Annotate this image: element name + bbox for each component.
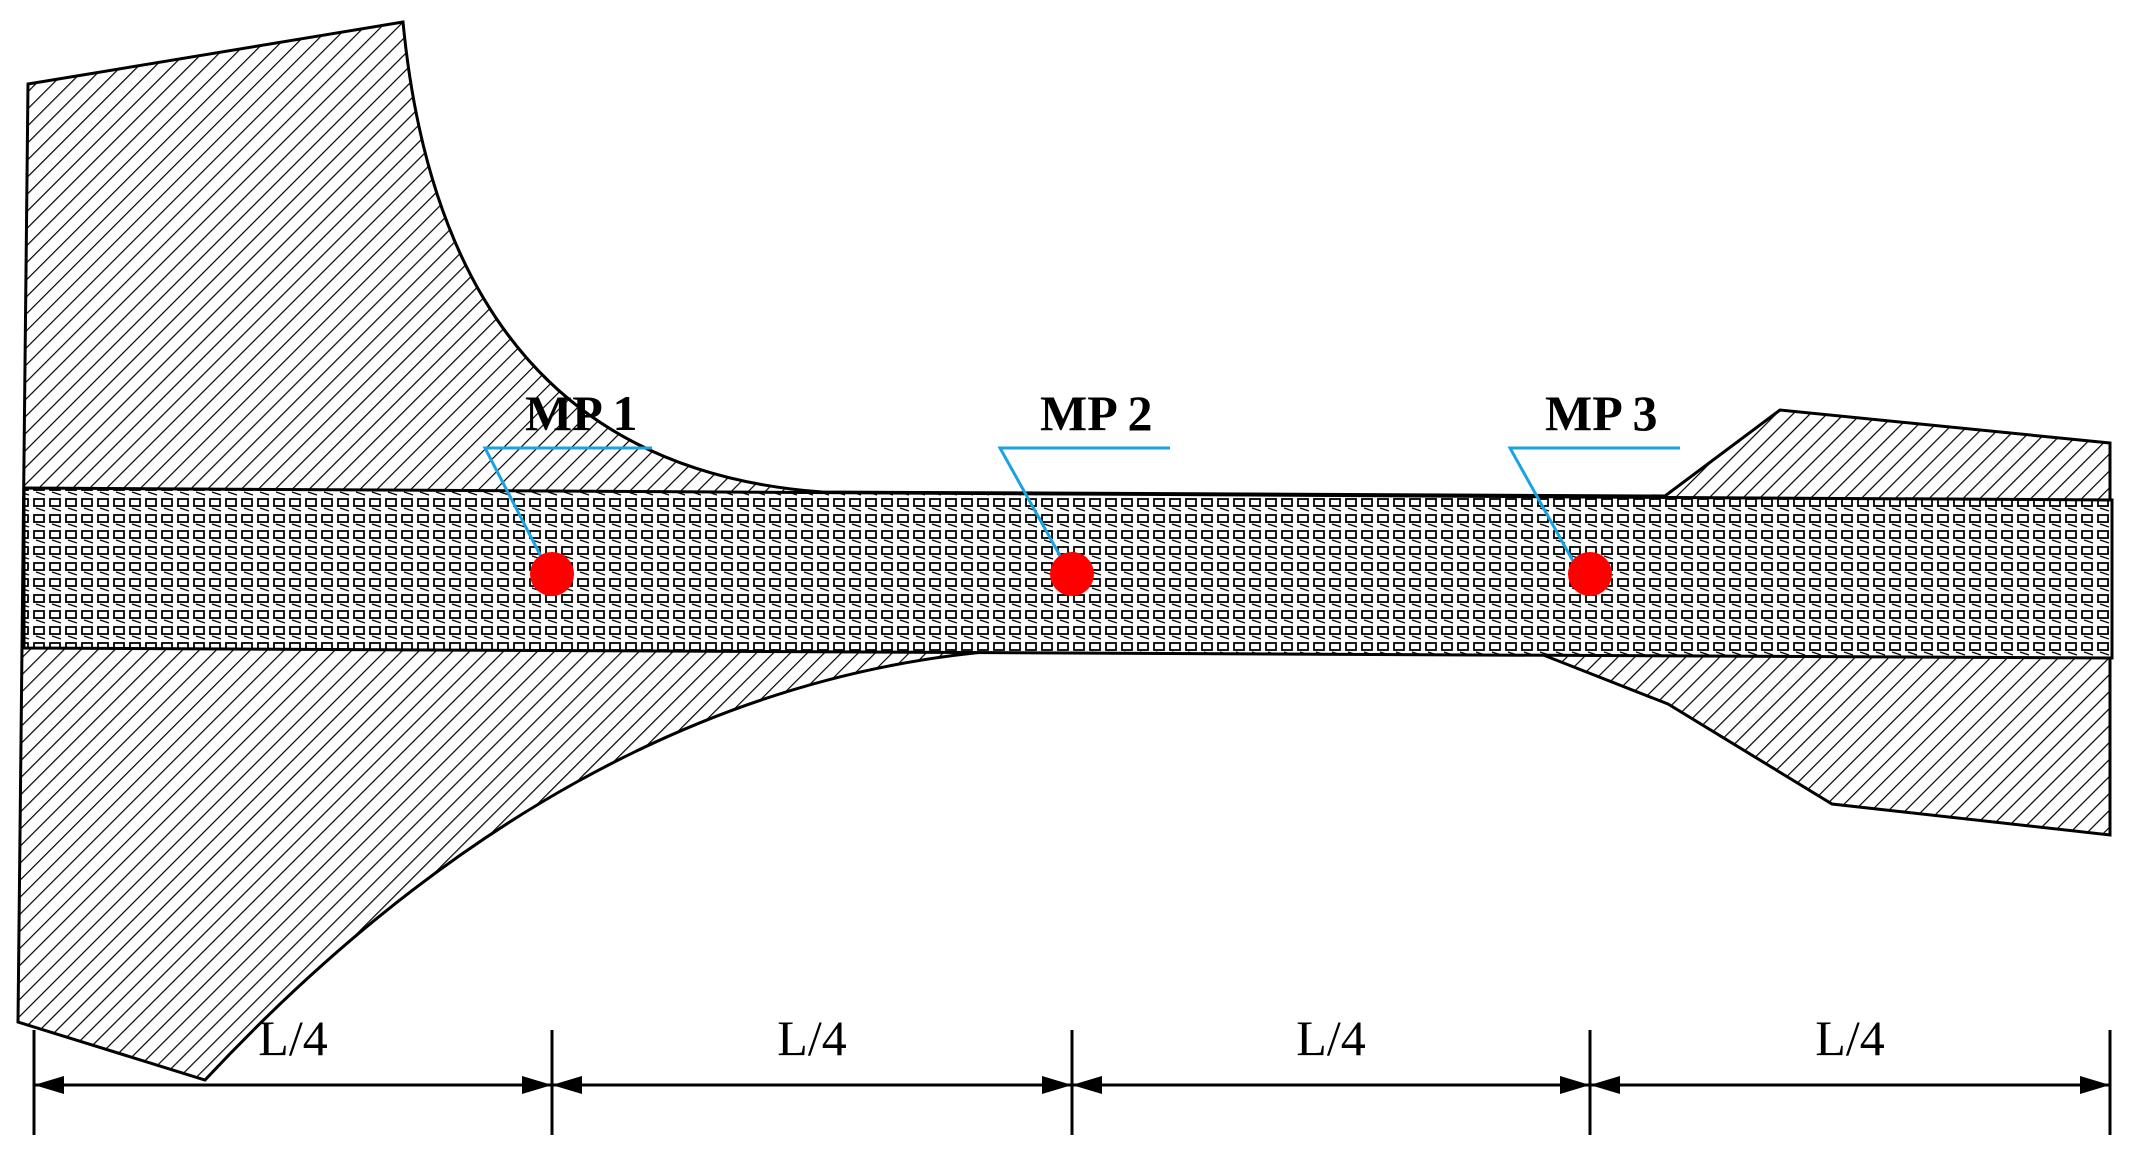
- mp3-label: MP 3: [1545, 385, 1657, 441]
- leader-mp1: [482, 446, 652, 571]
- measurement-points: [530, 552, 1612, 596]
- dimension-label-3: L/4: [1296, 1010, 1365, 1066]
- mp3-point: [1568, 552, 1612, 596]
- arrow-1-right: [522, 1076, 552, 1094]
- mp2-point: [1050, 552, 1094, 596]
- dimension-label-4: L/4: [1815, 1010, 1884, 1066]
- arrow-3-left: [1072, 1076, 1102, 1094]
- dimension-label-1: L/4: [258, 1010, 327, 1066]
- arrow-3-right: [1560, 1076, 1590, 1094]
- arrow-4-right: [2080, 1076, 2110, 1094]
- arrow-2-left: [552, 1076, 582, 1094]
- mp1-label: MP 1: [525, 385, 637, 441]
- mp2-label: MP 2: [1040, 385, 1152, 441]
- dimension-extension-lines: [32, 1030, 2112, 1135]
- arrow-2-right: [1042, 1076, 1072, 1094]
- mp1-point: [530, 552, 574, 596]
- dimension-line: [34, 1076, 2110, 1094]
- arrow-1-left: [34, 1076, 64, 1094]
- leader-mp2: [997, 446, 1170, 571]
- leader-lines: [482, 446, 1680, 571]
- arrow-4-left: [1590, 1076, 1620, 1094]
- leader-mp3: [1507, 446, 1680, 571]
- dimension-label-2: L/4: [777, 1010, 846, 1066]
